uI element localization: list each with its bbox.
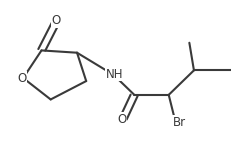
Text: O: O xyxy=(17,71,27,85)
Text: O: O xyxy=(52,14,61,27)
Text: Br: Br xyxy=(172,116,185,129)
Text: NH: NH xyxy=(106,68,123,81)
Text: O: O xyxy=(117,113,126,126)
